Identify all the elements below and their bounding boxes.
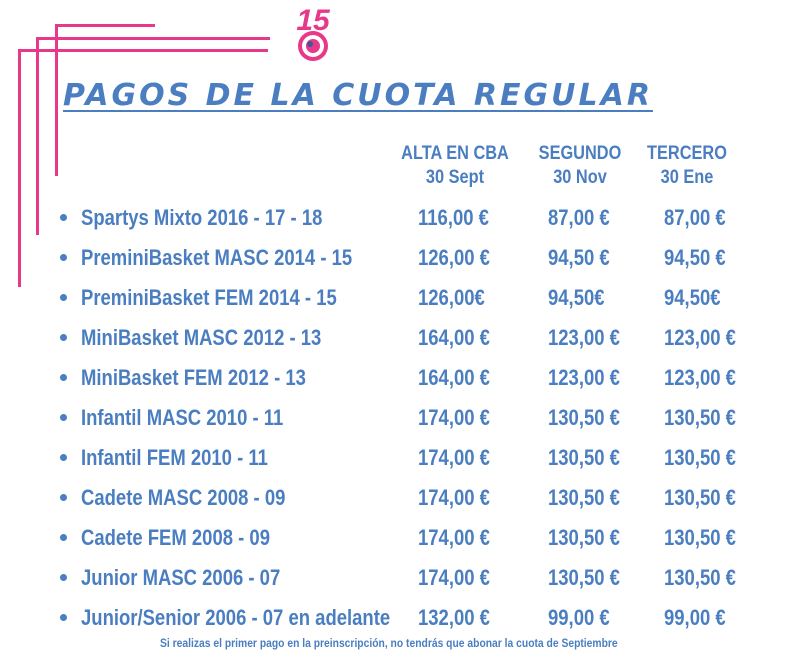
segundo-amount: 130,50 € <box>548 565 620 590</box>
category-name: PreminiBasket FEM 2014 - 15 <box>81 285 337 310</box>
alta-amount: 174,00 € <box>418 405 490 430</box>
segundo-amount: 123,00 € <box>548 365 620 390</box>
table-row: Cadete MASC 2008 - 09 174,00 € 130,50 € … <box>0 480 800 520</box>
bullet-icon <box>60 254 67 261</box>
tercero-amount: 123,00 € <box>664 365 736 390</box>
category-name: Spartys Mixto 2016 - 17 - 18 <box>81 205 323 230</box>
tercero-amount: 94,50€ <box>664 285 721 310</box>
category-name: Infantil MASC 2010 - 11 <box>81 405 284 430</box>
column-header-date: 30 Sept <box>425 167 485 188</box>
segundo-amount: 130,50 € <box>548 405 620 430</box>
table-row: PreminiBasket MASC 2014 - 15 126,00 € 94… <box>0 240 800 280</box>
alta-amount: 132,00 € <box>418 605 490 630</box>
bullet-icon <box>60 414 67 421</box>
footnote: Si realizas el primer pago en la preinsc… <box>160 636 618 650</box>
column-header-alta: ALTA EN CBA 30 Sept <box>391 142 520 190</box>
decorative-line <box>55 24 155 27</box>
segundo-amount: 123,00 € <box>548 325 620 350</box>
column-header-tercero: TERCERO 30 Ene <box>623 142 752 190</box>
category-name: Cadete FEM 2008 - 09 <box>81 525 270 550</box>
bullet-icon <box>60 374 67 381</box>
bullet-icon <box>60 334 67 341</box>
column-header-label: SEGUNDO <box>538 143 622 164</box>
segundo-amount: 94,50€ <box>548 285 605 310</box>
category-name: Junior MASC 2006 - 07 <box>81 565 281 590</box>
alta-amount: 164,00 € <box>418 365 490 390</box>
category-name: Cadete MASC 2008 - 09 <box>81 485 286 510</box>
alta-amount: 116,00 € <box>418 205 489 230</box>
column-header-date: 30 Ene <box>660 167 714 188</box>
tercero-amount: 130,50 € <box>664 445 736 470</box>
page-title: PAGOS DE LA CUOTA REGULAR <box>63 78 653 113</box>
table-row: MiniBasket FEM 2012 - 13 164,00 € 123,00… <box>0 360 800 400</box>
category-name: MiniBasket MASC 2012 - 13 <box>81 325 322 350</box>
bullet-icon <box>60 214 67 221</box>
bullet-icon <box>60 494 67 501</box>
category-name: MiniBasket FEM 2012 - 13 <box>81 365 306 390</box>
bullet-icon <box>60 614 67 621</box>
table-row: Junior/Senior 2006 - 07 en adelante 132,… <box>0 600 800 640</box>
decorative-line <box>55 24 58 176</box>
table-row: Infantil MASC 2010 - 11 174,00 € 130,50 … <box>0 400 800 440</box>
decorative-line <box>36 37 39 235</box>
alta-amount: 126,00 € <box>418 245 490 270</box>
table-row: Cadete FEM 2008 - 09 174,00 € 130,50 € 1… <box>0 520 800 560</box>
tercero-amount: 130,50 € <box>664 405 736 430</box>
alta-amount: 174,00 € <box>418 565 490 590</box>
alta-amount: 174,00 € <box>418 525 490 550</box>
tercero-amount: 94,50 € <box>664 245 726 270</box>
table-row: PreminiBasket FEM 2014 - 15 126,00€ 94,5… <box>0 280 800 320</box>
tercero-amount: 130,50 € <box>664 565 736 590</box>
alta-amount: 174,00 € <box>418 485 490 510</box>
segundo-amount: 130,50 € <box>548 445 620 470</box>
tercero-amount: 99,00 € <box>664 605 726 630</box>
table-row: MiniBasket MASC 2012 - 13 164,00 € 123,0… <box>0 320 800 360</box>
bullet-icon <box>60 454 67 461</box>
table-row: Junior MASC 2006 - 07 174,00 € 130,50 € … <box>0 560 800 600</box>
segundo-amount: 87,00 € <box>548 205 610 230</box>
category-name: Infantil FEM 2010 - 11 <box>81 445 268 470</box>
segundo-amount: 130,50 € <box>548 525 620 550</box>
tercero-amount: 123,00 € <box>664 325 736 350</box>
tercero-amount: 130,50 € <box>664 485 736 510</box>
segundo-amount: 99,00 € <box>548 605 610 630</box>
table-row: Infantil FEM 2010 - 11 174,00 € 130,50 €… <box>0 440 800 480</box>
segundo-amount: 130,50 € <box>548 485 620 510</box>
column-header-label: ALTA EN CBA <box>401 143 509 164</box>
bullet-icon <box>60 574 67 581</box>
alta-amount: 174,00 € <box>418 445 490 470</box>
table-row: Spartys Mixto 2016 - 17 - 18 116,00 € 87… <box>0 200 800 240</box>
bullet-icon <box>60 294 67 301</box>
club-logo-icon: 15 <box>296 4 331 61</box>
tercero-amount: 87,00 € <box>664 205 726 230</box>
column-header-label: TERCERO <box>647 143 727 164</box>
decorative-line <box>18 49 21 287</box>
decorative-line <box>18 49 268 52</box>
tercero-amount: 130,50 € <box>664 525 736 550</box>
fee-table: Spartys Mixto 2016 - 17 - 18 116,00 € 87… <box>0 200 800 640</box>
segundo-amount: 94,50 € <box>548 245 610 270</box>
column-header-segundo: SEGUNDO 30 Nov <box>516 142 645 190</box>
alta-amount: 164,00 € <box>418 325 490 350</box>
alta-amount: 126,00€ <box>418 285 485 310</box>
bullet-icon <box>60 534 67 541</box>
category-name: Junior/Senior 2006 - 07 en adelante <box>81 605 391 630</box>
decorative-line <box>36 37 270 40</box>
category-name: PreminiBasket MASC 2014 - 15 <box>81 245 353 270</box>
column-header-date: 30 Nov <box>553 167 607 188</box>
